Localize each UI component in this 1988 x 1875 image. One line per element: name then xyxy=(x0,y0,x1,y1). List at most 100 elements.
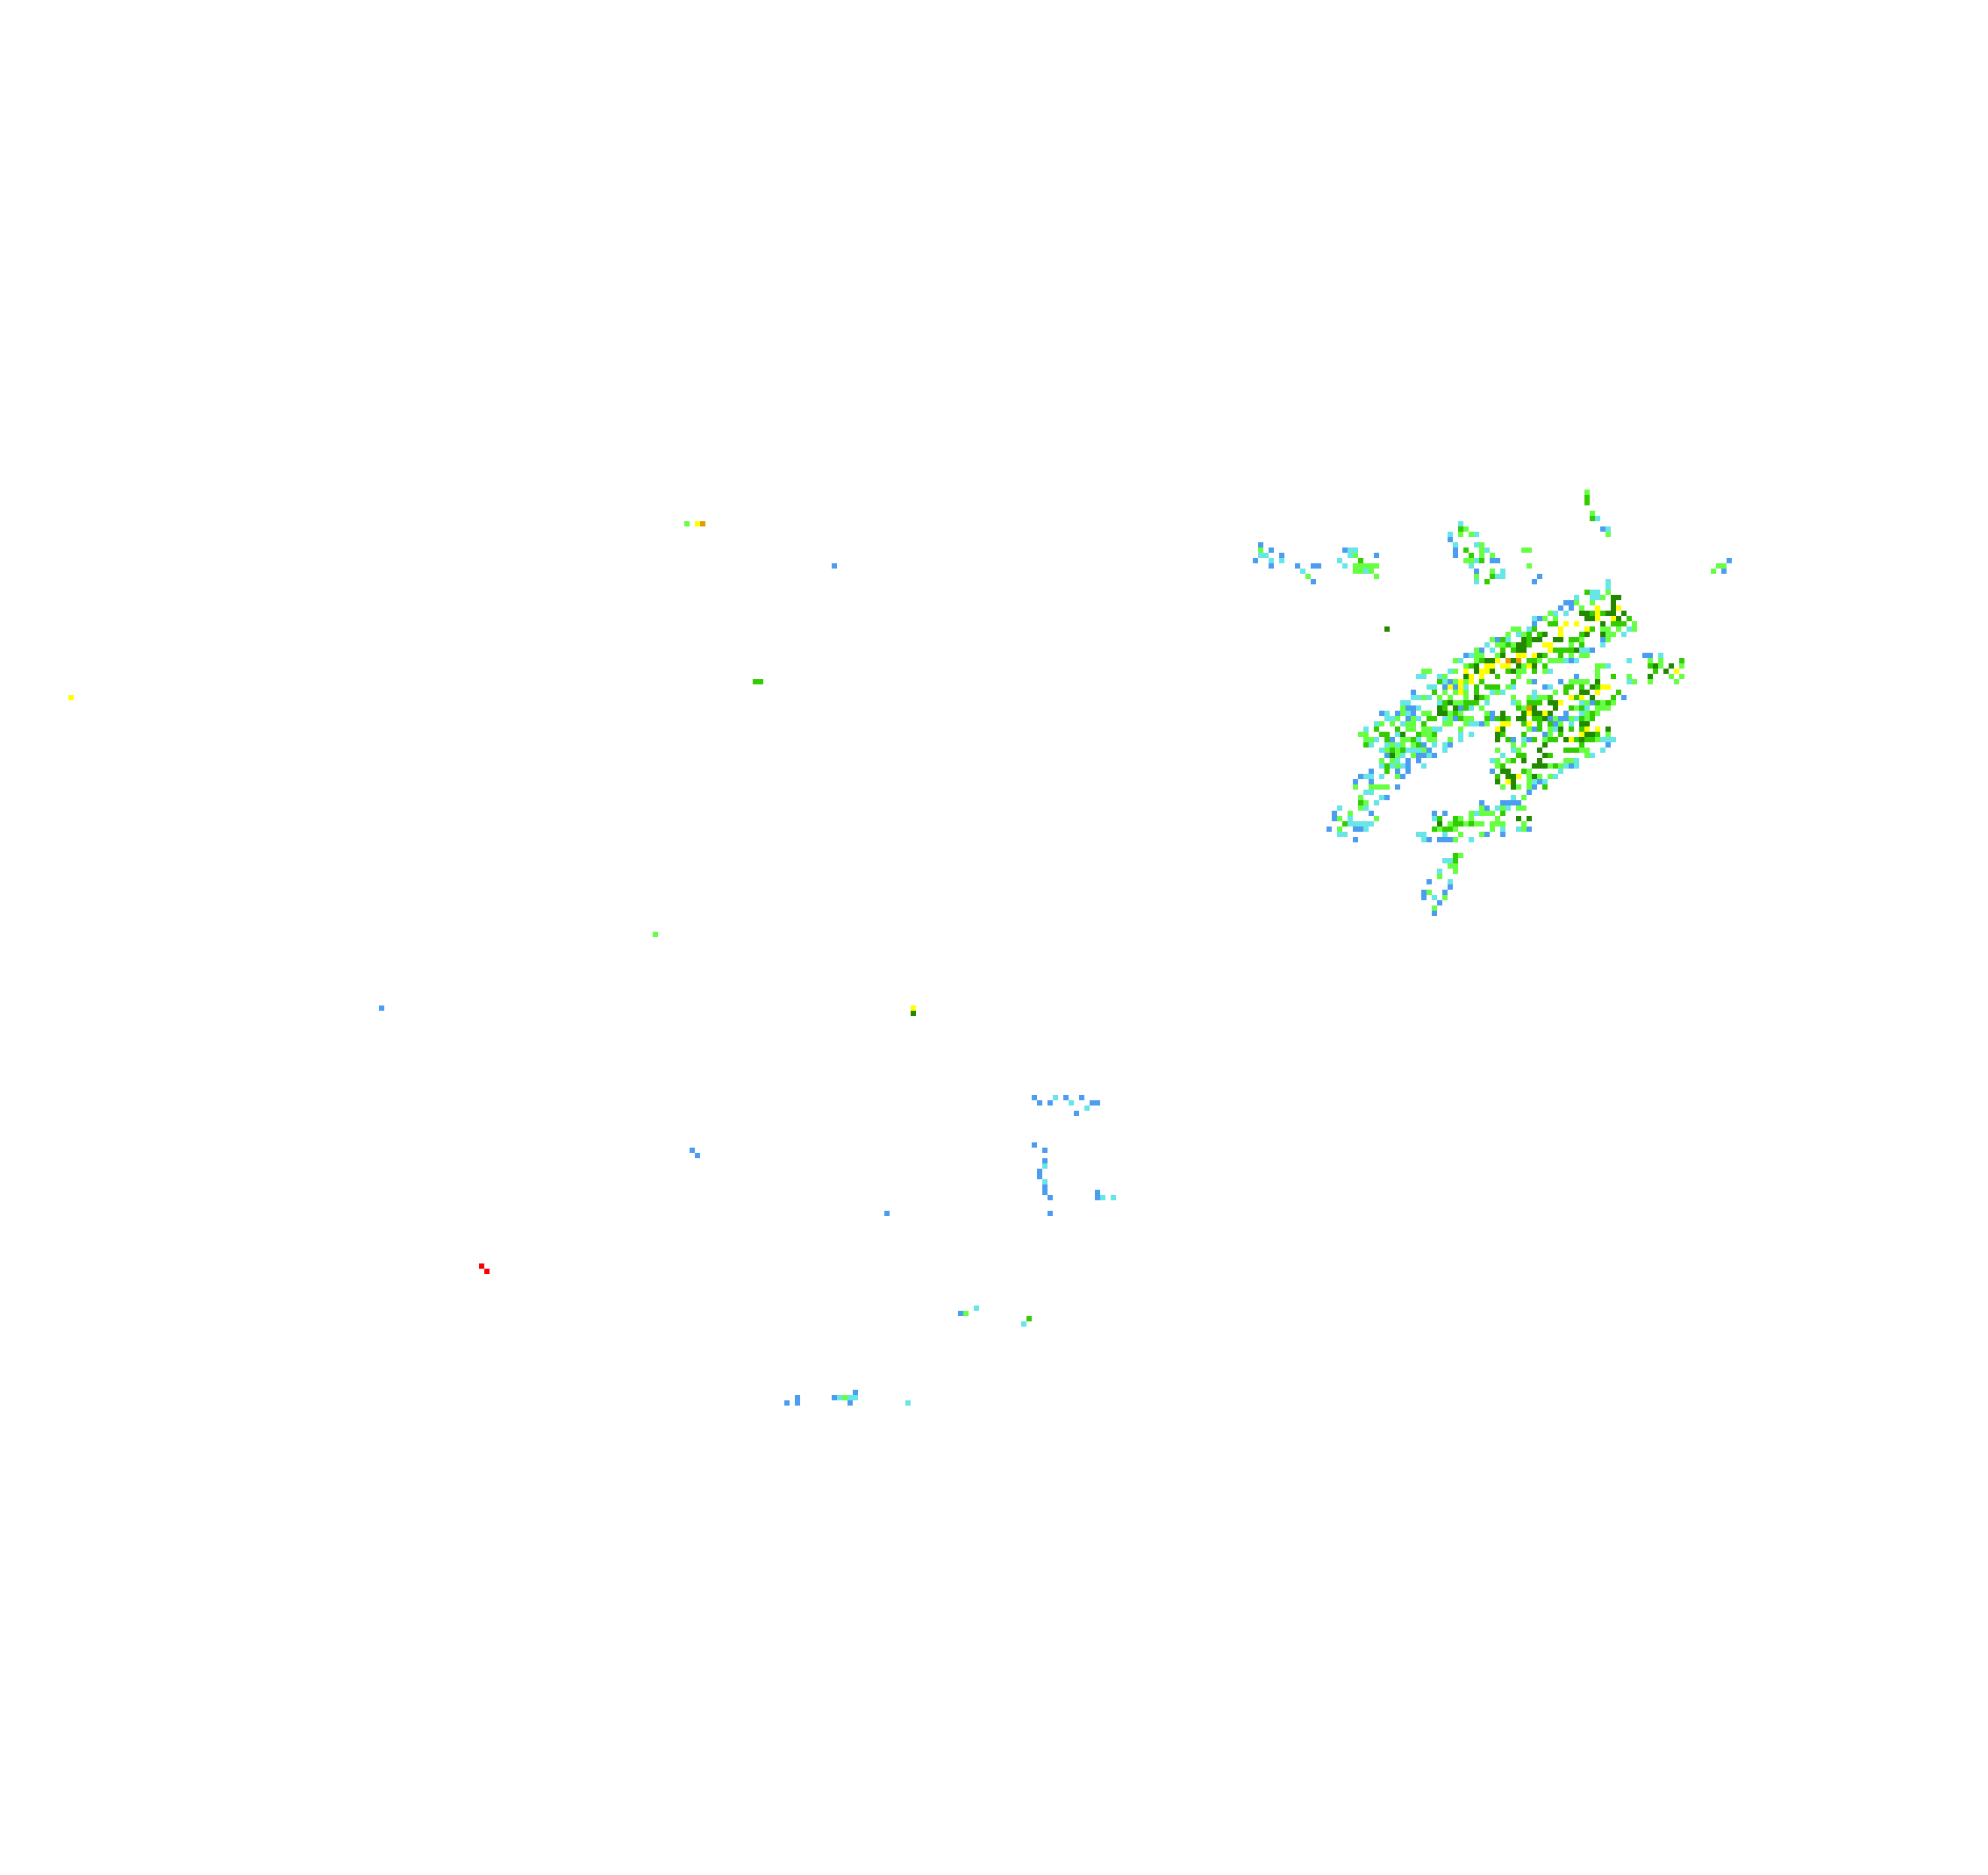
echo-cell xyxy=(1527,737,1532,742)
echo-cell xyxy=(1516,827,1521,832)
echo-cell xyxy=(1621,611,1627,616)
echo-cell xyxy=(1379,774,1384,779)
echo-cell xyxy=(1563,763,1569,769)
echo-cell xyxy=(1490,716,1495,721)
echo-cell xyxy=(1442,716,1448,721)
echo-cell xyxy=(1605,705,1611,711)
echo-cell xyxy=(1458,711,1463,716)
echo-cell xyxy=(1458,716,1463,721)
echo-cell xyxy=(1527,663,1532,669)
echo-cell xyxy=(1648,653,1653,658)
echo-cell xyxy=(1569,716,1574,721)
echo-cell xyxy=(1048,1211,1053,1216)
echo-cell xyxy=(1358,805,1363,811)
echo-cell xyxy=(1411,737,1416,742)
echo-cell xyxy=(1511,737,1516,742)
echo-cell xyxy=(1363,732,1369,737)
echo-cell xyxy=(1521,742,1527,748)
echo-cell xyxy=(1311,579,1316,584)
echo-cell xyxy=(1500,711,1505,716)
echo-cell xyxy=(1369,769,1374,774)
echo-cell xyxy=(1500,763,1505,769)
echo-cell xyxy=(1611,605,1616,611)
echo-cell xyxy=(1516,669,1521,674)
echo-cell xyxy=(1405,716,1411,721)
echo-cell xyxy=(1453,827,1458,832)
echo-cell xyxy=(1448,700,1453,705)
echo-cell xyxy=(1300,569,1305,574)
echo-cell xyxy=(1258,553,1263,558)
echo-cell xyxy=(1527,816,1532,821)
echo-cell xyxy=(1542,753,1548,758)
echo-cell xyxy=(1416,732,1421,737)
echo-cell xyxy=(1600,626,1605,632)
echo-cell xyxy=(1437,695,1442,700)
echo-cell xyxy=(1521,637,1527,642)
echo-cell xyxy=(1432,737,1437,742)
echo-cell xyxy=(1021,1321,1026,1327)
echo-cell xyxy=(1442,895,1448,900)
echo-cell xyxy=(1521,653,1527,658)
echo-cell xyxy=(1584,711,1590,716)
echo-cell xyxy=(1463,700,1469,705)
echo-cell xyxy=(1490,758,1495,763)
echo-cell xyxy=(1579,726,1584,732)
echo-cell xyxy=(1490,558,1495,563)
echo-cell xyxy=(1548,774,1553,779)
echo-cell xyxy=(1505,758,1511,763)
echo-cell xyxy=(1621,621,1627,626)
echo-cell xyxy=(1653,663,1658,669)
echo-cell xyxy=(1437,674,1442,679)
echo-cell xyxy=(1442,832,1448,837)
echo-cell xyxy=(1448,858,1453,863)
echo-cell xyxy=(690,1148,695,1153)
echo-cell xyxy=(1521,663,1527,669)
echo-cell xyxy=(1595,684,1600,690)
echo-cell xyxy=(1521,827,1527,832)
echo-cell xyxy=(1537,658,1542,663)
echo-cell xyxy=(1605,632,1611,637)
echo-cell xyxy=(1590,626,1595,632)
echo-cell xyxy=(1532,737,1537,742)
echo-cell xyxy=(1600,700,1605,705)
echo-cell xyxy=(1279,553,1284,558)
echo-cell xyxy=(1369,784,1374,790)
echo-cell xyxy=(1537,616,1542,621)
echo-cell xyxy=(1632,626,1637,632)
echo-cell xyxy=(1605,684,1611,690)
echo-cell xyxy=(1500,716,1505,721)
echo-cell xyxy=(1548,732,1553,737)
echo-cell xyxy=(1642,653,1648,658)
echo-cell xyxy=(1442,742,1448,748)
echo-cell xyxy=(1453,542,1458,547)
echo-cell xyxy=(1469,653,1474,658)
echo-cell xyxy=(1484,805,1490,811)
echo-cell xyxy=(1042,1158,1048,1163)
echo-cell xyxy=(1521,758,1527,763)
echo-cell xyxy=(1569,648,1574,653)
echo-cell xyxy=(1427,748,1432,753)
echo-cell xyxy=(1432,911,1437,916)
echo-cell xyxy=(1084,1106,1090,1111)
echo-cell xyxy=(1448,863,1453,869)
echo-cell xyxy=(1484,700,1490,705)
echo-cell xyxy=(1548,721,1553,726)
echo-cell xyxy=(1442,811,1448,816)
echo-cell xyxy=(1595,726,1600,732)
echo-cell xyxy=(1669,674,1674,679)
echo-cell xyxy=(1521,769,1527,774)
echo-cell xyxy=(1505,769,1511,774)
echo-cell xyxy=(1584,490,1590,495)
echo-cell xyxy=(1595,590,1600,595)
echo-cell xyxy=(1026,1316,1032,1321)
echo-cell xyxy=(958,1311,963,1316)
echo-cell xyxy=(1537,653,1542,658)
echo-cell xyxy=(1627,674,1632,679)
echo-cell xyxy=(1337,832,1342,837)
echo-cell xyxy=(1584,679,1590,684)
echo-cell xyxy=(1548,716,1553,721)
echo-cell xyxy=(1453,858,1458,863)
echo-cell xyxy=(1527,632,1532,637)
echo-cell xyxy=(1611,695,1616,700)
echo-cell xyxy=(1042,1163,1048,1169)
